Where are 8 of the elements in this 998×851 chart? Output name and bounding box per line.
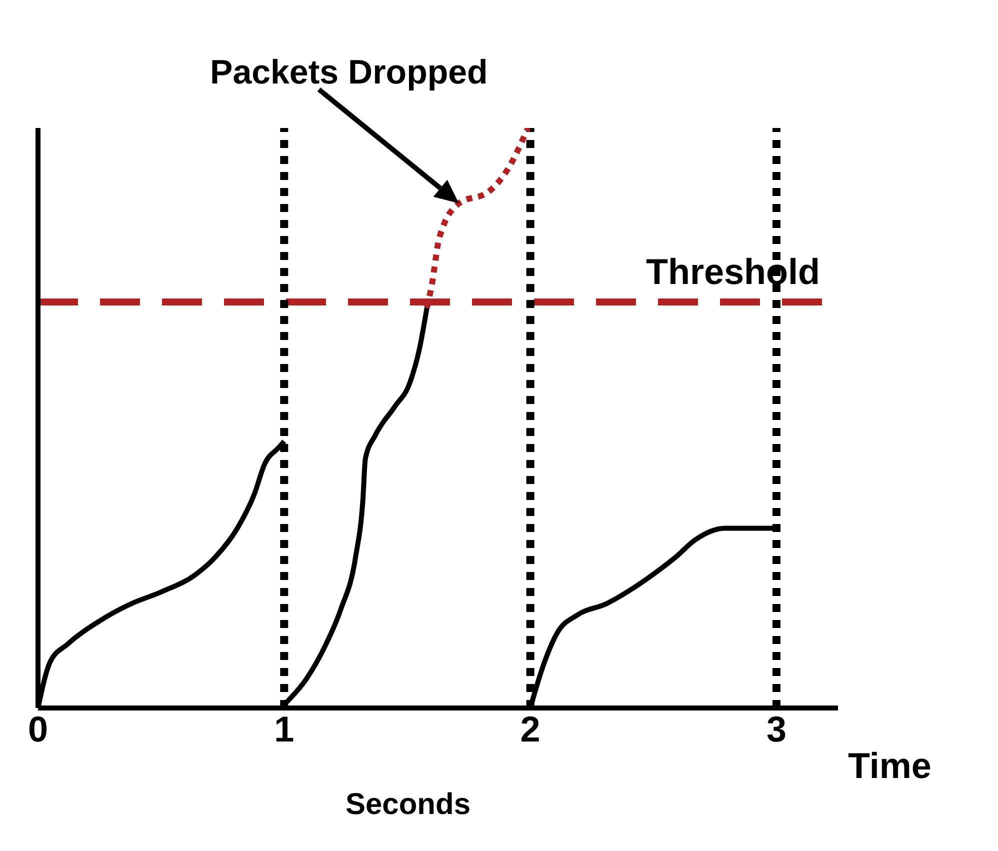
x-axis-title: Time xyxy=(848,745,932,786)
x-tick-label: 0 xyxy=(28,708,48,750)
text: Seconds xyxy=(344,788,472,822)
text: Packets Dropped xyxy=(210,53,488,92)
x-tick-label: 2 xyxy=(520,708,540,750)
x-tick-label: 3 xyxy=(766,708,786,750)
ref-line-label: Threshold xyxy=(646,251,820,292)
x-tick-label: 1 xyxy=(274,708,294,750)
